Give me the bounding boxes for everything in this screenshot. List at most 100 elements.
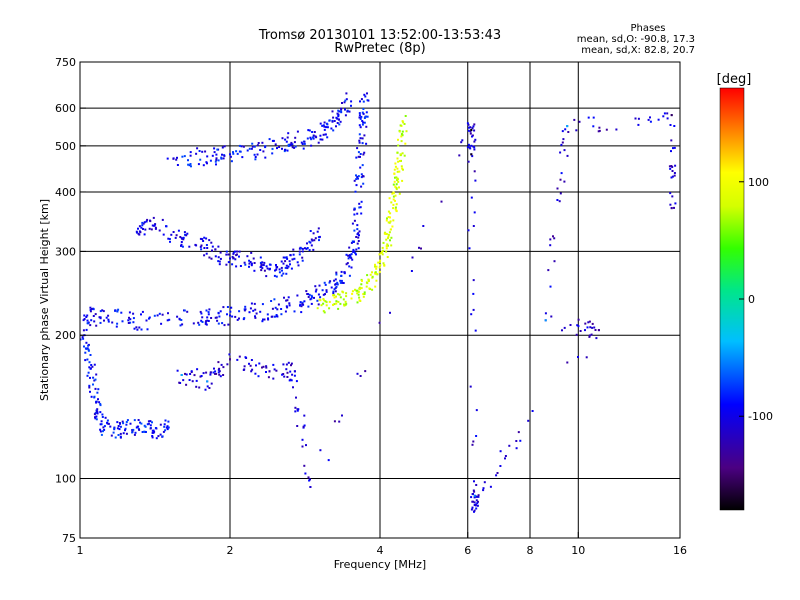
data-point	[203, 247, 206, 249]
data-point	[301, 301, 304, 304]
data-point	[250, 147, 253, 150]
data-point	[238, 255, 240, 258]
data-point	[254, 158, 257, 161]
data-point	[151, 224, 154, 227]
data-point	[229, 153, 231, 156]
x-tick-label: 4	[377, 544, 384, 557]
data-point	[362, 175, 365, 178]
data-point	[301, 438, 304, 441]
data-point	[418, 246, 420, 249]
data-point	[198, 323, 201, 326]
data-point	[100, 433, 103, 436]
data-point	[193, 374, 196, 377]
data-point	[359, 166, 362, 169]
data-point	[375, 267, 378, 270]
x-axis-ticks: 1 2 4 6 8 10 16	[77, 532, 687, 557]
data-point	[401, 179, 404, 182]
data-point	[378, 253, 381, 256]
data-point	[466, 146, 469, 149]
data-point	[280, 313, 283, 316]
data-point	[306, 247, 309, 249]
data-point	[558, 200, 561, 203]
data-point	[281, 269, 283, 272]
data-point	[362, 295, 365, 298]
data-point	[380, 252, 383, 254]
data-point	[670, 139, 673, 142]
data-point	[266, 313, 269, 316]
data-point	[282, 363, 285, 366]
data-point	[358, 206, 361, 209]
data-point	[647, 118, 650, 121]
data-point	[398, 192, 401, 195]
data-point	[181, 245, 184, 248]
data-point	[275, 275, 278, 278]
data-point	[335, 125, 337, 128]
data-point	[254, 372, 257, 375]
data-point	[266, 267, 269, 270]
data-point	[358, 139, 361, 142]
chart-title: Tromsø 20130101 13:52:00-13:53:43	[258, 28, 501, 43]
data-point	[335, 273, 338, 276]
data-point	[460, 141, 463, 144]
data-point	[275, 266, 278, 269]
data-point	[662, 115, 665, 118]
data-point	[116, 310, 119, 313]
data-point	[321, 138, 324, 141]
data-point	[673, 174, 676, 177]
data-point	[374, 285, 377, 288]
data-point	[360, 200, 363, 203]
data-point	[167, 426, 170, 429]
data-point	[243, 365, 246, 368]
data-point	[328, 119, 331, 122]
data-point	[116, 322, 119, 325]
data-point	[329, 280, 332, 283]
data-point	[117, 425, 120, 427]
data-point	[267, 318, 270, 321]
data-point	[361, 164, 364, 167]
data-point	[185, 234, 188, 237]
data-point	[90, 395, 93, 398]
data-point	[246, 149, 249, 152]
data-point	[579, 330, 582, 332]
data-point	[398, 186, 400, 189]
data-point	[357, 151, 360, 154]
data-point	[121, 420, 124, 423]
data-point	[213, 151, 216, 154]
data-point	[322, 298, 325, 300]
data-point	[222, 306, 225, 309]
data-point	[356, 147, 359, 150]
data-point	[337, 114, 340, 117]
data-point	[133, 433, 136, 436]
data-point	[389, 239, 391, 242]
data-point	[309, 136, 312, 139]
data-point	[359, 206, 362, 209]
data-point	[335, 302, 338, 305]
data-point	[268, 138, 271, 141]
data-point	[99, 404, 102, 407]
data-point	[359, 126, 362, 129]
data-point	[339, 279, 342, 282]
data-point	[223, 324, 226, 327]
data-point	[191, 380, 194, 383]
data-point	[293, 374, 296, 377]
data-point	[318, 235, 321, 238]
data-point	[308, 240, 311, 243]
data-point	[393, 172, 396, 175]
data-point	[306, 242, 308, 245]
data-point	[311, 239, 314, 242]
data-point	[313, 131, 316, 133]
data-point	[385, 238, 388, 241]
data-point	[335, 300, 338, 303]
data-point	[362, 100, 365, 103]
data-point	[670, 207, 673, 210]
data-point	[475, 409, 478, 412]
data-point	[323, 128, 326, 131]
data-point	[214, 255, 217, 258]
data-point	[286, 306, 289, 309]
data-point	[312, 137, 315, 140]
data-point	[139, 231, 142, 234]
data-point	[332, 303, 334, 306]
data-point	[93, 363, 96, 366]
data-point	[300, 305, 303, 308]
data-point	[206, 380, 209, 383]
